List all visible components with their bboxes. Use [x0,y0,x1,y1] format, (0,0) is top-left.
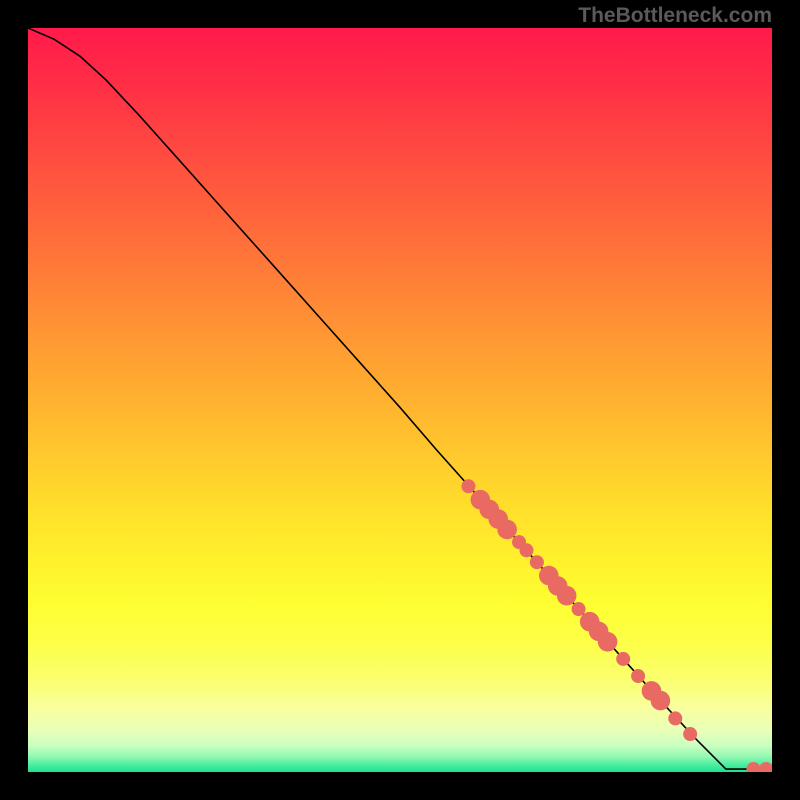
data-marker [746,762,760,772]
chart-container: TheBottleneck.com [0,0,800,800]
watermark-text: TheBottleneck.com [578,4,772,28]
curve-line [28,28,772,769]
data-marker [598,632,618,652]
data-marker [668,711,682,725]
plot-area [28,28,772,772]
data-marker [683,727,697,741]
data-marker [651,691,671,711]
data-marker [497,520,517,540]
data-marker [759,762,772,772]
data-marker [530,555,544,569]
data-marker [572,602,586,616]
data-marker [519,543,533,557]
chart-overlay-svg [28,28,772,772]
data-marker [557,586,577,606]
data-marker [616,652,630,666]
data-marker [631,669,645,683]
data-marker [461,479,475,493]
